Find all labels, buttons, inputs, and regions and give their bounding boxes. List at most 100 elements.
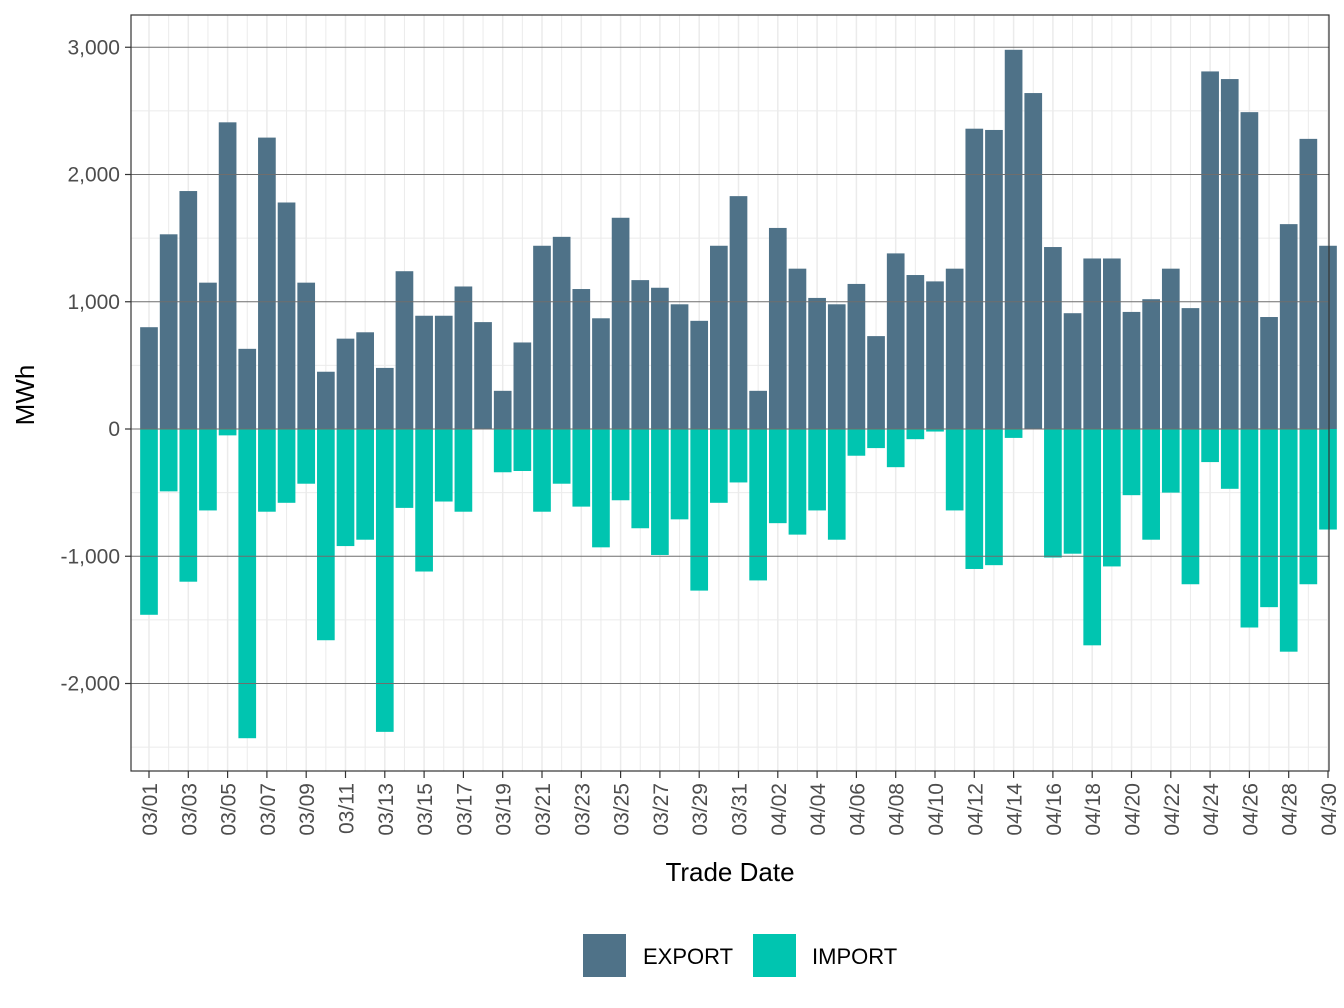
bar-export-03-07 [258, 137, 276, 429]
bar-export-03-30 [710, 245, 728, 429]
bar-export-04-07 [867, 336, 885, 429]
bar-import-03-03 [179, 429, 198, 582]
x-tick-label: 04/12 [964, 783, 987, 836]
bar-export-04-23 [1181, 308, 1200, 429]
bar-export-04-20 [1122, 311, 1141, 429]
bar-export-03-16 [434, 315, 453, 429]
bar-import-03-28 [670, 429, 689, 520]
bar-export-04-01 [749, 390, 767, 429]
bar-import-04-17 [1063, 429, 1082, 554]
x-tick-label: 03/01 [139, 783, 162, 836]
bar-import-04-16 [1044, 429, 1062, 558]
bar-export-03-24 [592, 318, 610, 429]
y-tick-label: 0 [108, 418, 120, 441]
bar-import-04-30 [1319, 429, 1337, 530]
bar-import-04-23 [1181, 429, 1200, 585]
legend-key-import [753, 934, 796, 977]
bar-import-03-12 [356, 429, 374, 540]
bar-export-04-08 [886, 253, 905, 429]
bar-export-03-19 [493, 390, 512, 429]
legend-key-export [583, 934, 626, 977]
bar-import-04-03 [788, 429, 807, 535]
bar-export-03-12 [356, 332, 374, 429]
y-tick-label: -2,000 [60, 673, 120, 696]
bar-import-04-10 [926, 429, 944, 432]
bar-export-04-25 [1220, 79, 1239, 429]
bar-export-03-10 [317, 371, 335, 429]
y-tick-label: 1,000 [67, 291, 120, 314]
x-tick-label: 04/18 [1082, 783, 1105, 836]
x-tick-label: 03/29 [689, 783, 712, 836]
bar-import-04-01 [749, 429, 767, 581]
bar-import-04-08 [886, 429, 905, 468]
bar-import-03-14 [395, 429, 414, 508]
x-tick-label: 04/26 [1239, 783, 1262, 836]
bar-import-04-27 [1260, 429, 1278, 608]
bar-export-03-09 [297, 282, 316, 429]
bar-import-03-20 [513, 429, 532, 471]
bar-export-03-25 [611, 217, 630, 429]
y-axis: 3,000 2,000 1,000 0 -1,000 -2,000 [60, 36, 131, 696]
y-axis-title: MWh [10, 365, 40, 426]
bar-export-04-27 [1260, 317, 1278, 429]
bar-import-04-21 [1142, 429, 1160, 540]
x-tick-label: 03/27 [650, 783, 673, 836]
x-tick-label: 03/09 [296, 783, 319, 836]
bar-import-04-19 [1103, 429, 1121, 567]
y-tick-label: -1,000 [60, 545, 120, 568]
bar-import-04-09 [906, 429, 925, 440]
x-tick-label: 03/23 [571, 783, 594, 836]
bar-export-03-11 [336, 338, 355, 429]
x-tick-label: 03/11 [336, 783, 359, 834]
x-tick-label: 04/08 [886, 783, 909, 836]
bar-import-03-04 [199, 429, 217, 511]
bar-export-03-13 [375, 367, 394, 429]
bar-export-03-04 [199, 282, 217, 429]
bar-export-03-29 [690, 320, 709, 429]
bar-import-03-13 [375, 429, 394, 732]
plot-area [130, 14, 1337, 772]
bar-import-04-05 [827, 429, 846, 540]
bar-export-03-27 [651, 287, 669, 429]
bar-import-04-13 [985, 429, 1003, 566]
bar-export-04-02 [768, 227, 787, 429]
series-export [140, 49, 1337, 430]
bar-export-03-20 [513, 342, 532, 429]
bar-export-03-23 [572, 289, 591, 429]
bar-export-04-17 [1063, 313, 1082, 429]
bar-import-03-08 [277, 429, 296, 503]
legend-label-export: EXPORT [643, 944, 733, 969]
bar-export-04-19 [1103, 258, 1121, 429]
bar-export-04-26 [1240, 112, 1259, 430]
bar-export-04-12 [965, 128, 984, 429]
bar-import-04-26 [1240, 429, 1259, 628]
bar-import-03-30 [710, 429, 728, 503]
x-tick-label: 03/05 [218, 783, 241, 836]
bar-import-04-02 [768, 429, 787, 524]
bar-export-04-14 [1004, 49, 1023, 430]
bar-export-03-31 [729, 196, 748, 429]
bar-export-04-24 [1201, 71, 1219, 430]
bar-export-04-10 [926, 281, 944, 429]
bar-import-03-01 [140, 429, 158, 615]
bar-export-03-02 [159, 234, 178, 429]
bar-export-04-28 [1279, 224, 1298, 429]
x-tick-label: 03/13 [375, 783, 398, 836]
series-import [140, 429, 1337, 739]
x-tick-label: 04/10 [925, 783, 948, 836]
bar-export-04-22 [1161, 268, 1180, 429]
bar-import-03-07 [258, 429, 276, 512]
x-tick-label: 04/06 [846, 783, 869, 836]
x-tick-label: 04/30 [1318, 783, 1341, 836]
x-tick-label: 03/03 [178, 783, 201, 836]
bar-import-04-12 [965, 429, 984, 569]
bar-export-03-01 [140, 327, 158, 429]
legend: EXPORT IMPORT [583, 934, 897, 977]
x-tick-label: 03/19 [493, 783, 516, 836]
bar-import-03-29 [690, 429, 709, 591]
bar-import-03-11 [336, 429, 355, 547]
x-tick-label: 04/24 [1200, 783, 1223, 836]
bar-import-03-15 [415, 429, 433, 572]
bar-import-03-25 [611, 429, 630, 501]
